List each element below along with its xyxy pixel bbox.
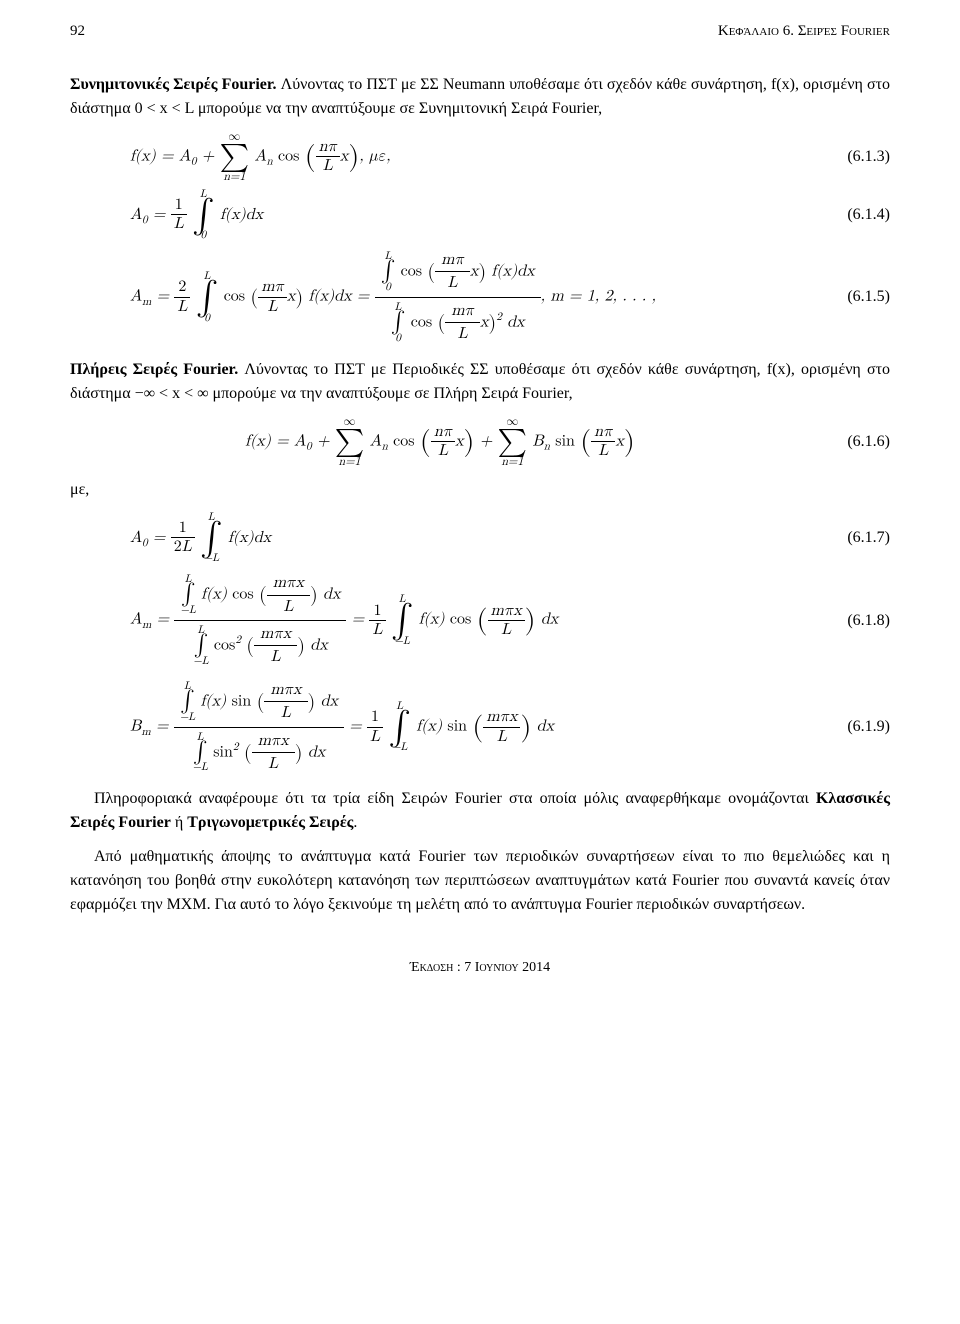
eqnum-6-1-9: (6.1.9) [810,715,890,739]
eqnum-6-1-5: (6.1.5) [810,285,890,309]
chapter-title: Κεφάλαιο 6. Σειρές Fourier [718,20,890,43]
eqnum-6-1-4: (6.1.4) [810,203,890,227]
section-full-series: Πλήρεις Σειρές Fourier. Λύνοντας το ΠΣΤ … [70,358,890,406]
eqnum-6-1-6: (6.1.6) [810,430,890,454]
eqnum-6-1-3: (6.1.3) [810,145,890,169]
page-header: 92 Κεφάλαιο 6. Σειρές Fourier [70,20,890,43]
eqnum-6-1-7: (6.1.7) [810,526,890,550]
equation-6-1-4: A0 = 1L L∫0 f(x)dx (6.1.4) [70,189,890,242]
equation-6-1-7: A0 = 12L L∫−L f(x)dx (6.1.7) [70,512,890,565]
closing-para-1: Πληροφοριακά αναφέρουμε ότι τα τρία είδη… [70,787,890,835]
eqnum-6-1-8: (6.1.8) [810,609,890,633]
equation-6-1-5: Am = 2L L∫0 cos (mπLx) f(x)dx = L∫0 cos … [70,247,890,348]
term-trigonometric: Τριγωνομετρικές Σειρές [187,814,353,831]
equation-6-1-3: f(x) = A0 + ∞∑n=1 An cos (nπLx), με, (6.… [70,131,890,183]
equation-6-1-9: Bm = L∫−L f(x) sin (mπxL) dx L∫−L sin2 (… [70,677,890,778]
equation-6-1-6: f(x) = A0 + ∞∑n=1 An cos (nπLx) + ∞∑n=1 … [70,416,890,468]
footer-edition: Έκδοση : 7 Ιουνίου 2014 [70,957,890,978]
section-cosine-series: Συνημιτονικές Σειρές Fourier. Λύνοντας τ… [70,73,890,121]
page-number: 92 [70,20,85,43]
word-me: με, [70,478,890,502]
section-heading-cosine: Συνημιτονικές Σειρές Fourier. [70,76,277,93]
section-heading-full: Πλήρεις Σειρές Fourier. [70,361,238,378]
closing-para-2: Από μαθηματικής άποψης το ανάπτυγμα κατά… [70,845,890,917]
equation-6-1-8: Am = L∫−L f(x) cos (mπxL) dx L∫−L cos2 (… [70,570,890,671]
